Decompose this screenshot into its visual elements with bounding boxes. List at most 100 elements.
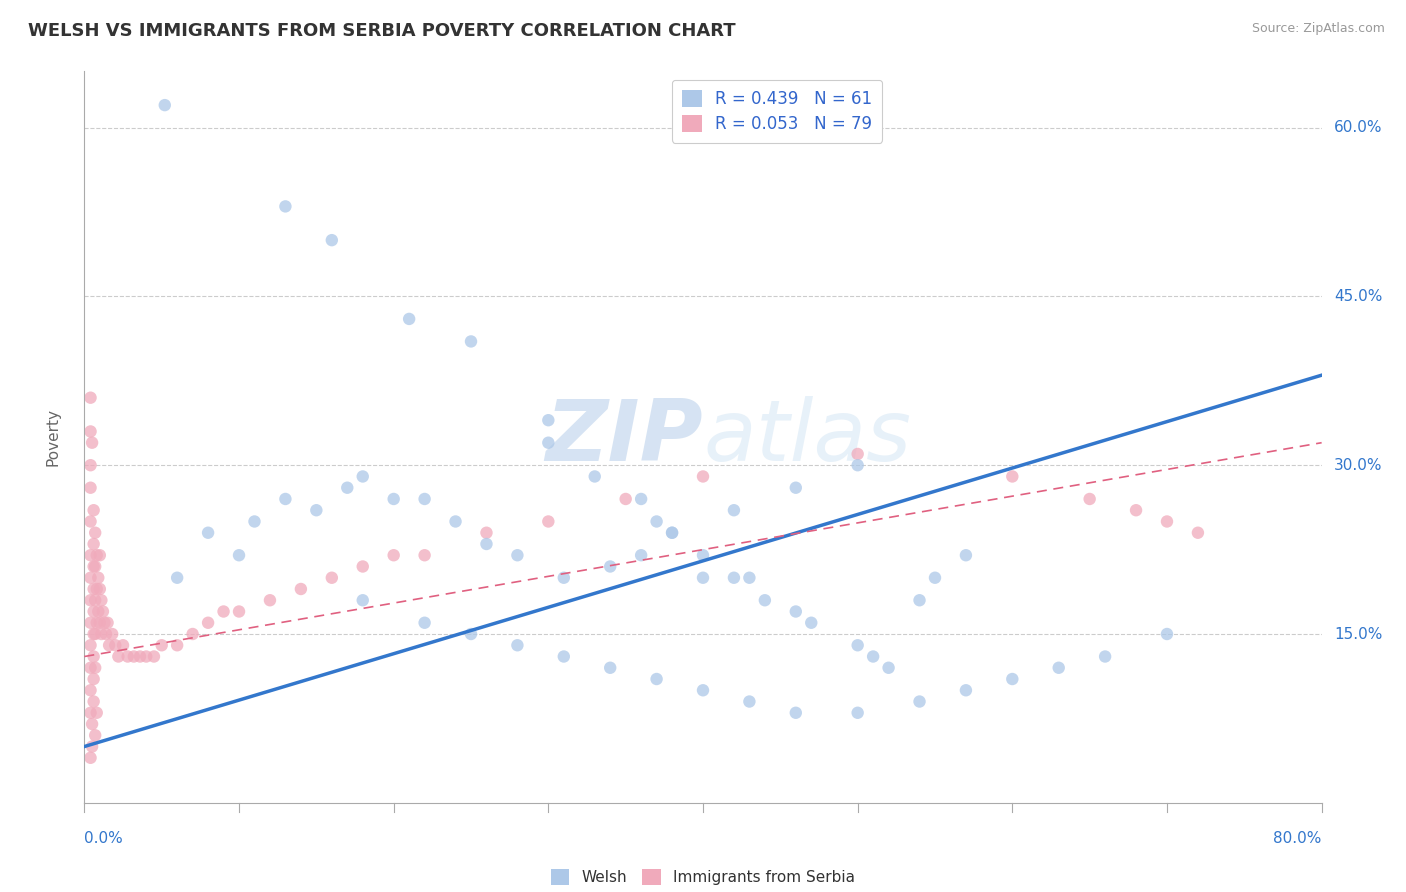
Point — [321, 571, 343, 585]
Point — [908, 593, 931, 607]
Point — [553, 649, 575, 664]
Point — [537, 435, 560, 450]
Point — [98, 638, 121, 652]
Point — [83, 503, 105, 517]
Point — [413, 548, 436, 562]
Point — [112, 638, 135, 652]
Point — [228, 605, 250, 619]
Point — [692, 683, 714, 698]
Point — [79, 661, 101, 675]
Point — [153, 98, 176, 112]
Point — [723, 571, 745, 585]
Point — [413, 491, 436, 506]
Point — [79, 615, 101, 630]
Point — [630, 548, 652, 562]
Point — [84, 593, 107, 607]
Point — [129, 649, 152, 664]
Point — [1078, 491, 1101, 506]
Point — [83, 537, 105, 551]
Point — [83, 605, 105, 619]
Point — [877, 661, 900, 675]
Point — [243, 515, 266, 529]
Point — [537, 413, 560, 427]
Point — [599, 661, 621, 675]
Point — [321, 233, 343, 247]
Point — [754, 593, 776, 607]
Point — [79, 751, 101, 765]
Text: 15.0%: 15.0% — [1334, 626, 1382, 641]
Point — [79, 425, 101, 439]
Point — [91, 605, 114, 619]
Text: atlas: atlas — [703, 395, 911, 479]
Point — [181, 627, 204, 641]
Point — [413, 615, 436, 630]
Text: 80.0%: 80.0% — [1274, 831, 1322, 846]
Point — [87, 571, 110, 585]
Point — [475, 537, 498, 551]
Point — [1001, 469, 1024, 483]
Point — [82, 739, 104, 754]
Point — [614, 491, 637, 506]
Point — [1125, 503, 1147, 517]
Point — [599, 559, 621, 574]
Point — [723, 503, 745, 517]
Point — [79, 571, 101, 585]
Point — [785, 481, 807, 495]
Point — [460, 627, 482, 641]
Text: 60.0%: 60.0% — [1334, 120, 1382, 135]
Point — [475, 525, 498, 540]
Point — [382, 491, 405, 506]
Point — [305, 503, 328, 517]
Point — [79, 481, 101, 495]
Text: 30.0%: 30.0% — [1334, 458, 1382, 473]
Point — [86, 548, 108, 562]
Text: Poverty: Poverty — [46, 408, 60, 467]
Point — [692, 571, 714, 585]
Point — [785, 605, 807, 619]
Point — [86, 582, 108, 596]
Point — [274, 491, 297, 506]
Point — [79, 683, 101, 698]
Point — [166, 638, 188, 652]
Point — [955, 683, 977, 698]
Point — [96, 615, 118, 630]
Point — [135, 649, 157, 664]
Point — [1001, 672, 1024, 686]
Point — [862, 649, 884, 664]
Point — [506, 638, 529, 652]
Point — [89, 582, 111, 596]
Point — [645, 672, 668, 686]
Point — [228, 548, 250, 562]
Point — [150, 638, 173, 652]
Point — [645, 515, 668, 529]
Point — [924, 571, 946, 585]
Point — [93, 615, 115, 630]
Point — [444, 515, 467, 529]
Point — [1187, 525, 1209, 540]
Point — [197, 615, 219, 630]
Point — [692, 548, 714, 562]
Point — [846, 706, 869, 720]
Point — [908, 694, 931, 708]
Point — [382, 548, 405, 562]
Point — [79, 638, 101, 652]
Point — [846, 638, 869, 652]
Point — [79, 515, 101, 529]
Point — [212, 605, 235, 619]
Point — [846, 458, 869, 473]
Point — [79, 458, 101, 473]
Point — [90, 593, 112, 607]
Point — [86, 706, 108, 720]
Point — [84, 525, 107, 540]
Point — [83, 694, 105, 708]
Point — [84, 627, 107, 641]
Point — [82, 435, 104, 450]
Point — [87, 605, 110, 619]
Point — [1094, 649, 1116, 664]
Point — [197, 525, 219, 540]
Point — [692, 469, 714, 483]
Point — [846, 447, 869, 461]
Point — [738, 571, 761, 585]
Point — [83, 582, 105, 596]
Point — [94, 627, 117, 641]
